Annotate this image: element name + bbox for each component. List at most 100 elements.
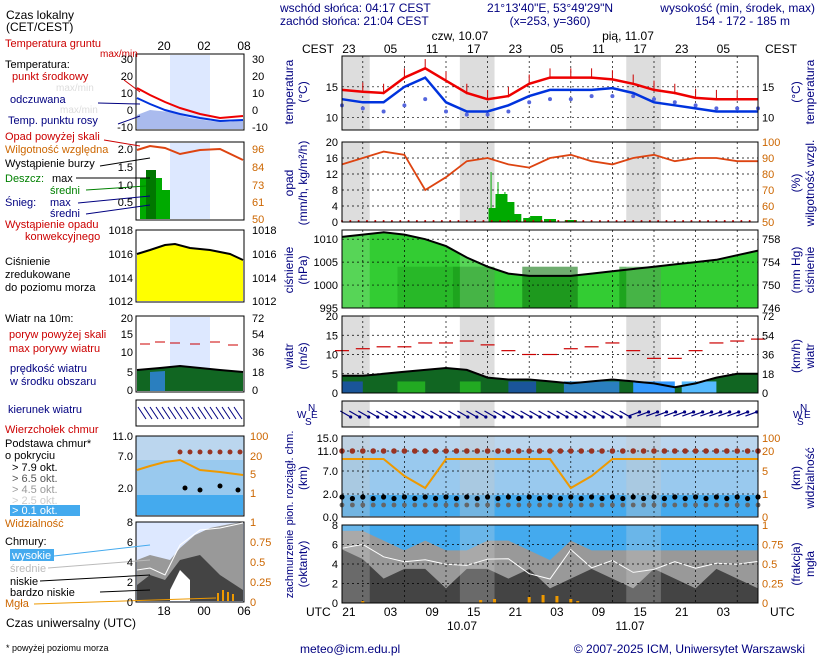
bottom-hour-labels: 21 03 09 15 21 03 09 15 21 03: [342, 605, 730, 619]
precip-unit-left: (mm/h, kg/m²/h): [296, 141, 310, 226]
clouds-tick-right: 0.5: [762, 559, 777, 571]
precip-rain-mean: średni: [50, 185, 80, 197]
top-hour-label: 11: [592, 42, 605, 56]
wind-tick-left: 10: [326, 350, 338, 362]
preview-hour-bottom-2: 06: [237, 604, 251, 618]
top-hour-label: 05: [717, 42, 731, 56]
preview-hour-top-2: 08: [237, 39, 251, 53]
cloudbase-tick-right: 100: [762, 433, 780, 445]
svg-text:-10: -10: [117, 122, 133, 134]
cloud-base-mark-light: [464, 503, 469, 508]
bottom-hour-label: 21: [675, 605, 689, 619]
cloud-base-mark: [350, 496, 355, 501]
cloud-base-mark: [360, 494, 365, 499]
cloud-base-mark: [516, 496, 521, 501]
wind-arrow-head: [674, 410, 677, 413]
cloud-base-mark-light: [631, 503, 636, 508]
clouds-high: wysokie: [11, 550, 51, 562]
bottom-hour-label: 15: [633, 605, 647, 619]
preview-hour-top-0: 20: [157, 39, 171, 53]
svg-text:0: 0: [252, 385, 258, 397]
panel-clouds: 8642010.750.50.250: [332, 520, 784, 610]
cloud-base-mark: [693, 494, 698, 499]
precip-tick-right: 70: [762, 185, 774, 197]
cloud-top-label: Wierzchołek chmur: [5, 424, 99, 436]
wind-arrow-head: [520, 415, 523, 418]
bottom-axis: UTC UTC 21 03 09 15 21 03 09 15 21 03 10.07 11.07: [306, 605, 795, 633]
cloud-top-mark: [412, 448, 418, 454]
cloud-base-mark-light: [444, 503, 449, 508]
cloud-base-mark: [683, 496, 688, 501]
bottom-hour-label: 09: [425, 605, 439, 619]
svg-text:84: 84: [252, 162, 264, 174]
precip-snow: Śnieg:: [5, 196, 36, 209]
wind-arrow-head: [547, 415, 550, 418]
compass-left-s: S: [305, 417, 312, 428]
preview-hour-bottom-0: 18: [157, 604, 171, 618]
cloud-base-mark-light: [683, 503, 688, 508]
cloud-top-mark: [589, 448, 595, 454]
cloud-top-mark: [693, 448, 699, 454]
svg-text:0: 0: [127, 385, 133, 397]
cloudbase-unit-right: (km): [789, 466, 803, 490]
cloud-base-mark: [579, 496, 584, 501]
svg-text:1012: 1012: [109, 296, 133, 308]
night-band: [342, 230, 370, 308]
bottom-hour-label: 03: [384, 605, 398, 619]
wind-arrow-head: [484, 415, 487, 418]
svg-text:1016: 1016: [109, 249, 133, 261]
cloud-base-mark: [641, 496, 646, 501]
cloud-base-mark-light: [589, 503, 594, 508]
cloud-top-mark: [620, 448, 626, 454]
precip-rain: Deszcz:: [5, 173, 44, 185]
pressure-shade: [522, 267, 577, 308]
dew-point-mark: [610, 94, 614, 98]
precip-tick-right: 80: [762, 169, 774, 181]
clouds-unit-right: (frakcja): [789, 542, 803, 585]
wind-ylabel-right: wiatr: [803, 343, 817, 369]
night-band: [342, 436, 370, 517]
wind-arrow-head: [457, 415, 460, 418]
precip-convective: Wystąpienie opadu: [5, 219, 98, 231]
cloudbase-title-2: o pokryciu: [5, 450, 55, 462]
panel-cloudbase: 15.011.0 7.0 2.0 0.0 10020 5 1 0: [317, 433, 781, 524]
temp-ground-label: Temperatura gruntu: [5, 38, 101, 50]
wind-arrow-head: [737, 410, 740, 413]
clouds-title: Chmury:: [5, 536, 47, 548]
cloud-base-mark: [620, 496, 625, 501]
cloudbase-tick-right: 20: [762, 446, 774, 458]
clouds-tick-right: 0.25: [762, 579, 783, 591]
precip-tick-left: 20: [326, 137, 338, 149]
clouds-tick-right: 0.75: [762, 540, 783, 552]
compass-right-s: S: [797, 417, 804, 428]
cloud-base-mark: [495, 496, 500, 501]
cloud-base-mark-light: [693, 503, 698, 508]
dew-point-mark: [444, 110, 448, 114]
clouds-ylabel-right: mgła: [803, 551, 817, 577]
wind-arrow-head: [493, 415, 496, 418]
wind-tick-right: 72: [762, 311, 774, 323]
dew-point-mark: [506, 110, 510, 114]
dew-point-mark: [527, 100, 531, 104]
footer-email[interactable]: meteo@icm.edu.pl: [300, 642, 400, 656]
cloud-top-mark: [558, 448, 564, 454]
wind-arrow-head: [403, 415, 406, 418]
top-hour-labels: 23 05 11 17 23 05 11 17 23 05: [342, 42, 730, 56]
tz-right: CEST: [765, 42, 798, 56]
cloud-top-mark: [651, 448, 657, 454]
svg-text:18: 18: [252, 367, 264, 379]
bottom-hour-label: 03: [717, 605, 731, 619]
precip-ylabel-right: wilgotność wzgl.: [803, 140, 817, 228]
pressure-line3: do poziomu morza: [5, 282, 96, 294]
svg-text:1016: 1016: [252, 249, 276, 261]
pressure-unit-left: (hPa): [296, 255, 310, 284]
precip-tick-left: 4: [332, 201, 338, 213]
cloud-top-mark: [422, 448, 428, 454]
cloud-base-mark: [485, 494, 490, 499]
precip-over-scale: Opad powyżej skali: [5, 131, 100, 143]
cloud-top-mark: [662, 448, 668, 454]
cloud-base-mark-light: [423, 503, 428, 508]
clouds-tick-left: 0: [332, 598, 338, 610]
cloud-base-mark-light: [579, 503, 584, 508]
cloud-top-mark: [402, 448, 408, 454]
